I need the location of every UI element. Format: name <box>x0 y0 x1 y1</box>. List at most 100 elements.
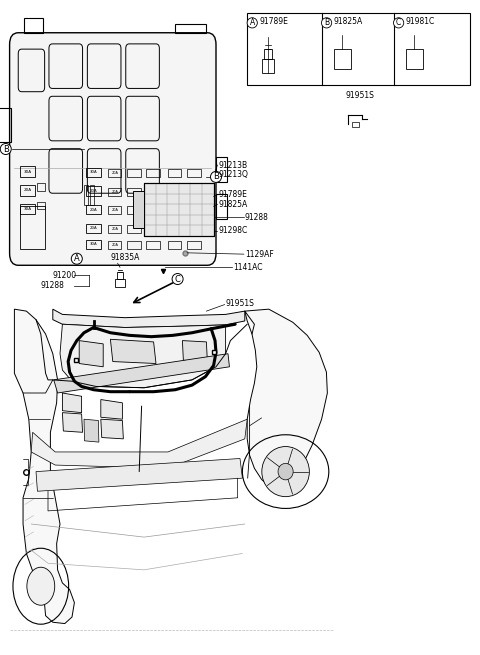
Bar <box>90 185 94 205</box>
Bar <box>247 13 470 85</box>
Text: C: C <box>396 18 401 28</box>
Bar <box>168 187 181 195</box>
Bar <box>146 169 160 177</box>
Bar <box>168 206 181 214</box>
Bar <box>216 194 227 219</box>
Text: 91298C: 91298C <box>218 226 248 235</box>
Text: 91288: 91288 <box>245 213 269 222</box>
Text: 91825A: 91825A <box>218 200 248 209</box>
Bar <box>117 272 123 279</box>
Polygon shape <box>31 419 247 468</box>
Bar <box>168 225 181 233</box>
Bar <box>86 205 101 214</box>
Bar <box>108 225 121 233</box>
Polygon shape <box>101 419 123 439</box>
Polygon shape <box>62 413 83 432</box>
Bar <box>187 225 201 233</box>
Text: C: C <box>175 274 180 284</box>
FancyBboxPatch shape <box>10 33 216 265</box>
Polygon shape <box>84 419 99 442</box>
Bar <box>187 241 201 249</box>
Bar <box>264 49 272 59</box>
Text: 1129AF: 1129AF <box>245 250 274 259</box>
Bar <box>37 202 45 210</box>
Text: 20A: 20A <box>24 188 31 193</box>
Polygon shape <box>110 339 156 364</box>
Bar <box>86 223 101 233</box>
Bar <box>108 206 121 214</box>
Bar <box>108 169 121 177</box>
Text: 91213Q: 91213Q <box>218 170 248 179</box>
Text: 20A: 20A <box>111 243 118 247</box>
Bar <box>127 169 141 177</box>
Bar <box>86 240 101 249</box>
Text: 91835A: 91835A <box>110 253 140 262</box>
Text: 20A: 20A <box>111 227 118 231</box>
Bar <box>108 241 121 249</box>
Text: A: A <box>250 18 255 28</box>
Bar <box>146 187 160 195</box>
Polygon shape <box>155 166 215 185</box>
Text: 20A: 20A <box>90 208 97 212</box>
Text: 20A: 20A <box>111 208 118 212</box>
Bar <box>334 49 351 69</box>
Bar <box>187 187 201 195</box>
Bar <box>20 204 35 214</box>
Bar <box>144 183 214 236</box>
Polygon shape <box>245 309 327 487</box>
Text: 91981C: 91981C <box>406 17 435 26</box>
Polygon shape <box>60 324 226 388</box>
Bar <box>146 225 160 233</box>
Bar <box>127 225 141 233</box>
Polygon shape <box>182 341 207 362</box>
Bar <box>86 186 101 195</box>
Bar <box>24 18 43 33</box>
Bar <box>168 241 181 249</box>
Text: B: B <box>3 145 9 153</box>
Bar <box>127 206 141 214</box>
Polygon shape <box>14 309 74 624</box>
Text: 91951S: 91951S <box>346 90 374 100</box>
Bar <box>127 187 141 195</box>
Text: 30A: 30A <box>24 207 31 211</box>
Bar <box>168 169 181 177</box>
Bar <box>20 185 35 195</box>
Text: 30A: 30A <box>24 170 31 174</box>
Polygon shape <box>62 393 82 413</box>
Bar <box>187 206 201 214</box>
Polygon shape <box>53 309 245 328</box>
Ellipse shape <box>27 567 55 605</box>
Bar <box>115 279 125 287</box>
Text: 91789E: 91789E <box>218 190 247 199</box>
Bar <box>37 183 45 191</box>
Text: 91288: 91288 <box>41 281 65 290</box>
Text: 20A: 20A <box>111 171 118 175</box>
Text: 20A: 20A <box>90 226 97 230</box>
Text: 91825A: 91825A <box>334 17 363 26</box>
Text: B: B <box>324 18 329 28</box>
Bar <box>133 191 144 228</box>
Text: 91200: 91200 <box>53 271 77 280</box>
Polygon shape <box>101 400 122 419</box>
Bar <box>20 166 35 177</box>
Bar <box>146 206 160 214</box>
Bar <box>406 49 423 69</box>
Bar <box>127 241 141 249</box>
Text: B: B <box>213 172 219 181</box>
Text: 30A: 30A <box>90 242 97 246</box>
Bar <box>352 122 359 127</box>
Text: 20A: 20A <box>90 189 97 193</box>
Ellipse shape <box>262 447 309 496</box>
Ellipse shape <box>278 463 293 480</box>
Polygon shape <box>36 458 242 491</box>
Bar <box>175 24 206 33</box>
Bar <box>262 59 274 73</box>
Bar <box>20 206 45 249</box>
Bar <box>84 185 88 205</box>
Text: 20A: 20A <box>111 189 118 194</box>
Bar <box>144 183 214 236</box>
Polygon shape <box>79 341 103 367</box>
Bar <box>187 169 201 177</box>
Bar <box>86 168 101 177</box>
Bar <box>0 108 11 142</box>
